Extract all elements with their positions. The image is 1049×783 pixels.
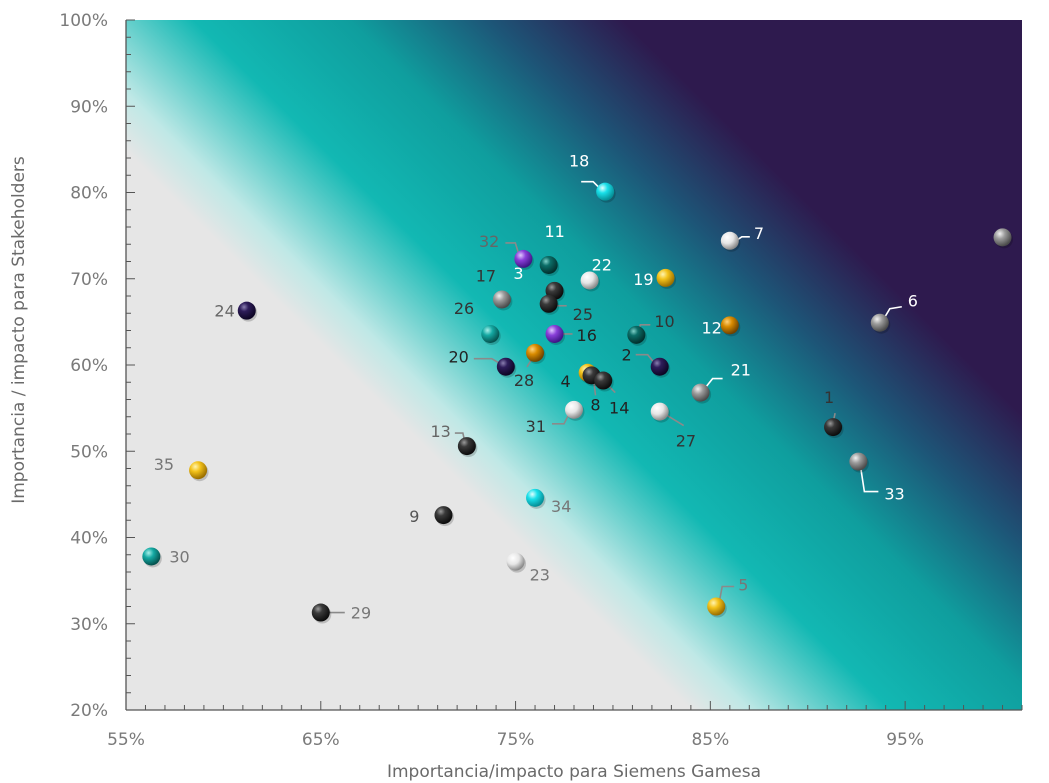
point-label: 10 [654, 312, 674, 331]
leader-line [859, 465, 879, 493]
point-label: 18 [569, 152, 589, 171]
data-point [720, 316, 739, 335]
point-label: 29 [351, 604, 371, 623]
data-point [545, 324, 564, 343]
point-label: 7 [754, 224, 764, 243]
axes: 55% 65% 75% 85% 95% 20% 30% 40% 50% 60% 70% 80% 90% 1… [59, 11, 1023, 750]
data-point [580, 271, 599, 290]
data-point [189, 461, 208, 480]
data-point [506, 552, 525, 571]
point-label: 3 [513, 264, 523, 283]
y-tick-label: 20% [70, 701, 108, 721]
y-tick-label: 60% [70, 356, 108, 376]
data-point [481, 324, 500, 343]
x-tick-label: 55% [107, 730, 145, 750]
point-label: 32 [479, 232, 499, 251]
data-point [565, 400, 583, 419]
point-label: 2 [622, 346, 632, 365]
data-point [526, 343, 545, 362]
data-point [434, 506, 453, 525]
data-point [596, 182, 615, 201]
data-point [311, 603, 330, 622]
x-tick-label: 85% [691, 730, 729, 750]
point-label: 22 [592, 255, 612, 274]
point-label: 1 [824, 388, 834, 407]
point-label: 19 [633, 270, 653, 289]
point-label: 27 [676, 432, 696, 451]
y-tick-label: 100% [59, 11, 108, 31]
data-point [457, 437, 476, 456]
point-label: 16 [577, 326, 597, 345]
point-label: 13 [431, 422, 451, 441]
point-label: 21 [731, 361, 751, 380]
data-point [526, 488, 545, 507]
point-label: 26 [454, 299, 474, 318]
data-point [514, 249, 533, 268]
x-axis-title: Importancia/impacto para Siemens Gamesa [387, 762, 761, 782]
data-point [492, 290, 511, 309]
data-point [142, 547, 161, 566]
point-label: 31 [526, 417, 546, 436]
data-point [720, 231, 739, 250]
data-point [539, 255, 558, 274]
y-axis-title: Importancia / impacto para Stakeholders [9, 156, 29, 504]
data-point [496, 357, 515, 376]
point-label: 23 [530, 566, 550, 585]
point-label: 25 [573, 305, 593, 324]
data-point [656, 268, 675, 287]
point-label: 17 [476, 266, 496, 285]
data-point [870, 313, 889, 332]
data-point [707, 597, 726, 616]
y-tick-label: 40% [70, 529, 108, 549]
point-label: 9 [409, 507, 419, 526]
data-points [142, 182, 1014, 624]
point-label: 33 [884, 485, 904, 504]
x-tick-label: 75% [497, 730, 535, 750]
data-point [237, 301, 256, 320]
y-tick-label: 80% [70, 184, 108, 204]
y-tick-label: 70% [70, 270, 108, 290]
data-point [627, 325, 646, 344]
data-point [650, 357, 669, 376]
point-label: 34 [551, 497, 571, 516]
leader-line [703, 377, 723, 390]
leader-line [883, 305, 902, 320]
point-label: 8 [590, 395, 600, 414]
leader-line [665, 413, 685, 427]
point-label: 30 [169, 547, 189, 566]
point-label: 5 [738, 576, 748, 595]
y-tick-label: 90% [70, 97, 108, 117]
data-point [691, 383, 710, 402]
leader-line [505, 242, 521, 257]
x-tick-label: 95% [886, 730, 924, 750]
data-point [824, 418, 843, 437]
data-point [539, 294, 558, 313]
y-tick-label: 30% [70, 615, 108, 635]
plot-background [126, 20, 1022, 710]
point-label: 20 [448, 348, 468, 367]
data-point [849, 452, 868, 471]
point-label: 12 [701, 318, 721, 337]
x-tick-label: 65% [302, 730, 340, 750]
point-label: 6 [908, 292, 918, 311]
point-label: 24 [214, 302, 234, 321]
data-point [650, 402, 669, 421]
data-point [594, 371, 613, 390]
data-point [993, 228, 1012, 247]
point-label: 4 [561, 372, 571, 391]
point-label: 15 [1023, 229, 1043, 248]
point-label: 14 [609, 399, 629, 418]
point-label: 11 [544, 222, 564, 241]
y-tick-label: 50% [70, 442, 108, 462]
point-label: 35 [154, 455, 174, 474]
point-label: 28 [514, 371, 534, 390]
leader-line [718, 585, 735, 603]
